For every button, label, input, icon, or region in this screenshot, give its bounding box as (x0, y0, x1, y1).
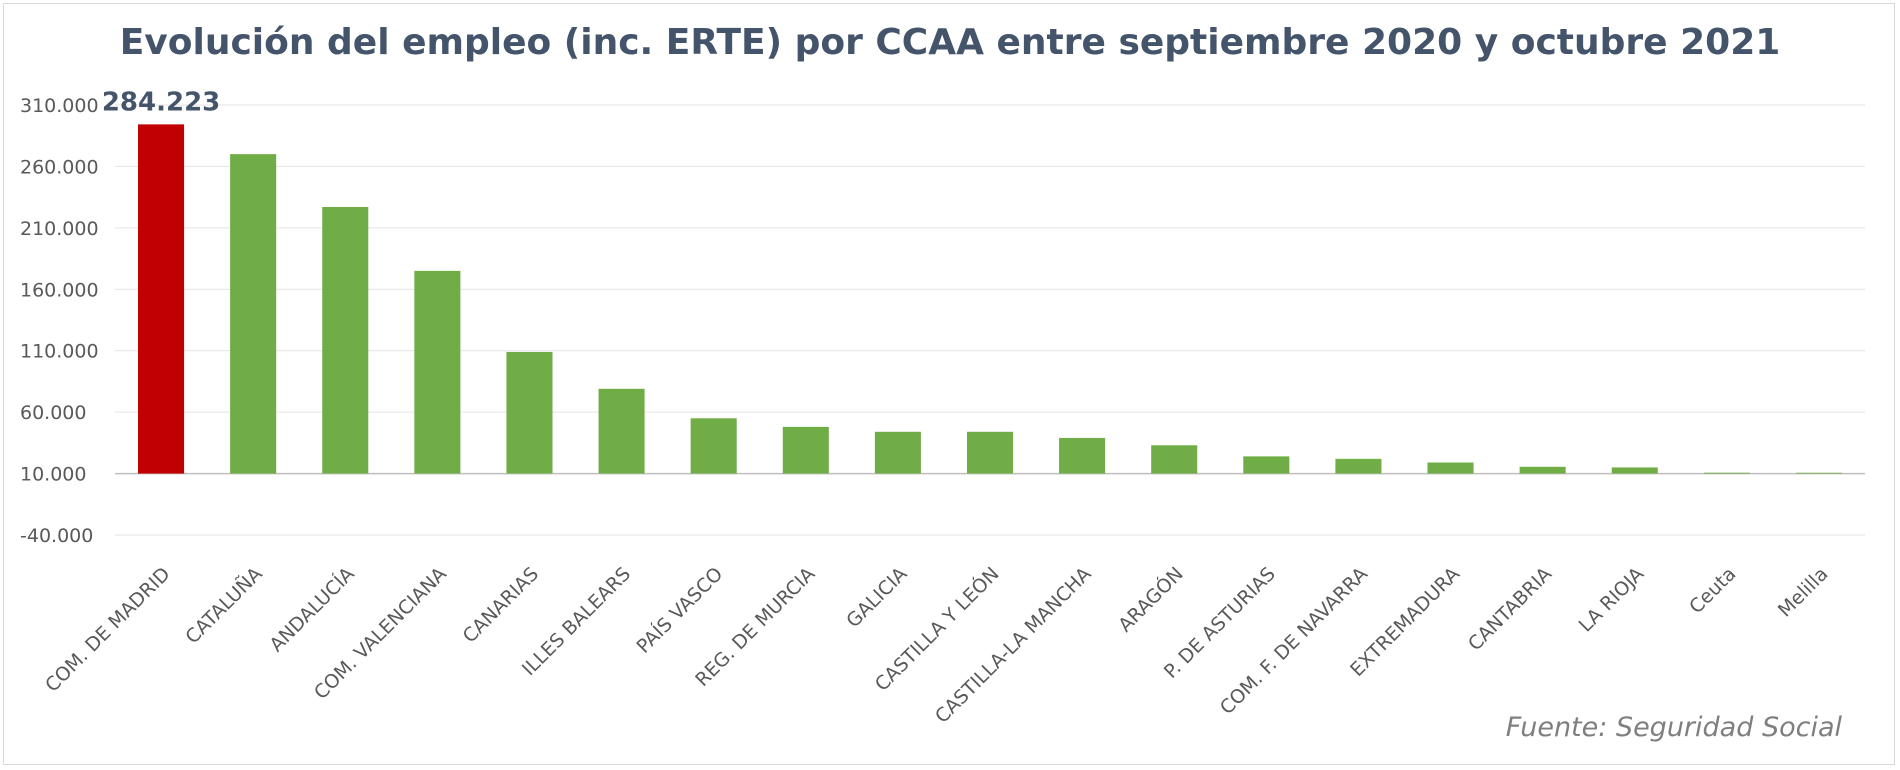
bar (414, 270, 461, 474)
y-tick-label: 260.000 (20, 156, 99, 178)
x-tick-label: COM. F. DE NAVARRA (1216, 563, 1372, 719)
bar (1151, 445, 1198, 474)
bar (1427, 462, 1474, 474)
bar (322, 206, 369, 474)
x-tick-label: ARAGÓN (1113, 562, 1188, 637)
y-axis: 310.000 260.000 210.000 160.000 110.000 60.00… (20, 95, 99, 547)
bar (506, 351, 553, 474)
x-tick-label: CATALUÑA (181, 562, 267, 648)
bar (1519, 466, 1566, 474)
bar (598, 388, 645, 474)
bars (138, 124, 1842, 474)
bar (1795, 472, 1842, 474)
x-tick-label: PAÍS VASCO (632, 562, 727, 657)
y-tick-label: 10.000 (20, 464, 86, 486)
y-tick-label: 60.000 (20, 402, 86, 424)
bar (874, 431, 921, 474)
x-tick-label: CANTABRIA (1464, 563, 1556, 655)
y-tick-label: 310.000 (20, 95, 99, 117)
bar (1611, 467, 1658, 474)
y-tick-label: 160.000 (20, 279, 99, 301)
x-tick-label: Ceuta (1685, 563, 1740, 618)
x-tick-label: CANARIAS (459, 563, 543, 647)
gridlines (115, 104, 1865, 536)
x-tick-label: LA RIOJA (1575, 563, 1649, 637)
data-labels: 284.223 (102, 87, 220, 117)
source-note: Fuente: Seguridad Social (1505, 712, 1842, 743)
chart-title: Evolución del empleo (inc. ERTE) por CCA… (119, 22, 1781, 63)
x-tick-label: Melilla (1774, 563, 1833, 622)
bar (782, 426, 829, 474)
y-tick-label: -40.000 (20, 525, 93, 547)
chart-frame (3, 3, 1895, 765)
bar (1059, 437, 1106, 474)
x-tick-label: COM. DE MADRID (41, 563, 175, 697)
bar (230, 154, 277, 474)
bar (1243, 456, 1290, 474)
bar (966, 431, 1014, 474)
bar (1703, 472, 1750, 474)
x-tick-label: CASTILLA-LA MANCHA (931, 563, 1096, 728)
y-tick-label: 210.000 (20, 218, 99, 240)
x-tick-label: GALICIA (842, 563, 911, 632)
bar (690, 418, 737, 474)
bar (1335, 458, 1382, 474)
y-tick-label: 110.000 (20, 341, 99, 363)
bar (138, 124, 185, 474)
x-tick-label: ANDALUCÍA (265, 562, 359, 656)
data-label: 284.223 (102, 87, 220, 117)
